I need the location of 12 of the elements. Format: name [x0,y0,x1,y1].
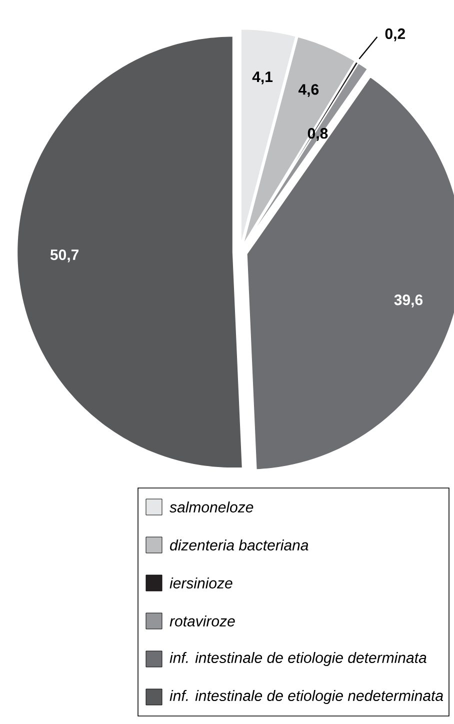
data-label: 0,8 [308,128,328,141]
data-label: 0,2 [385,28,405,42]
data-label: 4,1 [252,72,273,84]
legend-label: iersinioze [170,577,232,588]
legend-label: inf. intestinale de etiologie determinata [170,652,426,666]
data-label: 39,6 [394,294,423,308]
legend-label: dizenteria bacteriana [170,539,308,551]
legend-label: inf. intestinale de etiologie nedeterminata [170,690,444,704]
legend-label: rotaviroze [170,615,235,626]
data-label: 4,6 [298,84,319,97]
data-label: 50,7 [50,249,78,262]
legend-label: salmoneloze [170,501,254,512]
